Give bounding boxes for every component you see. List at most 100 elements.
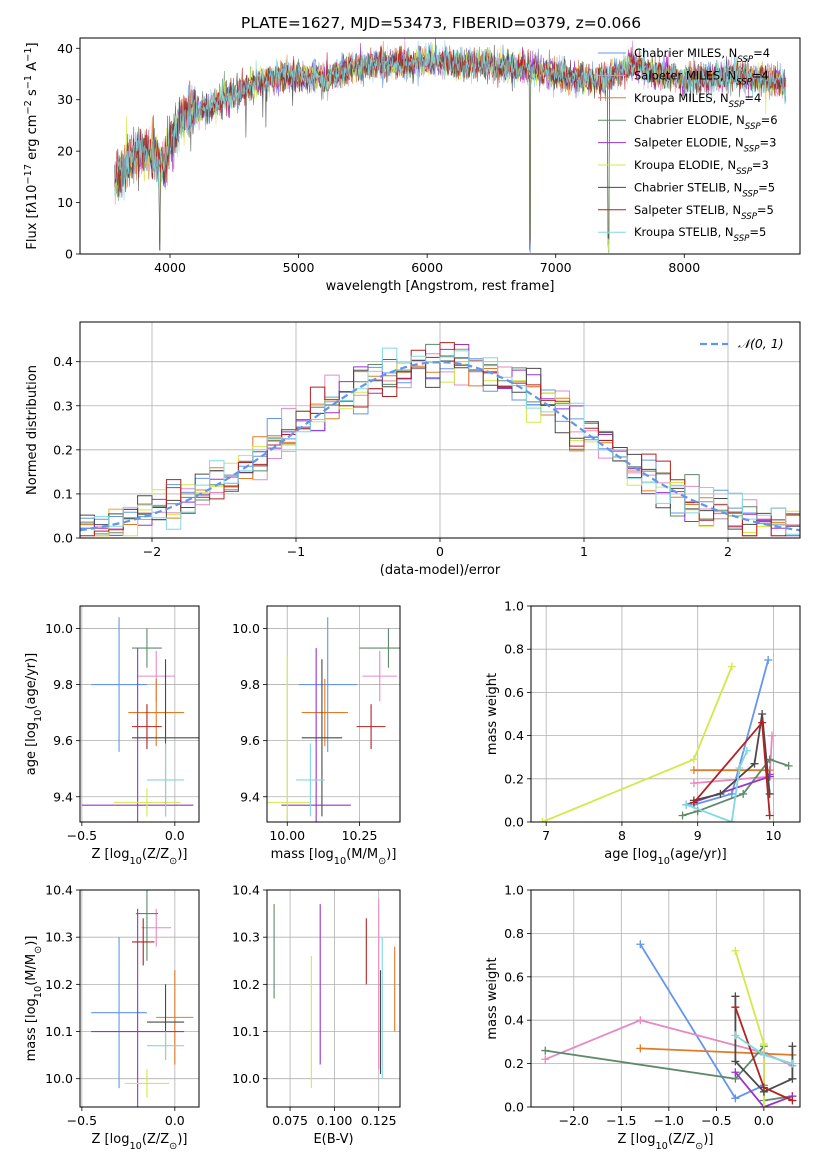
y-tick-label: 10 [57,195,73,210]
legend-entry: Chabrier ELODIE, NSSP=6 [634,113,778,132]
plot-area [114,38,787,254]
x-tick-label: 6000 [411,260,443,275]
axes-frame [79,321,801,539]
y-tick-label: 10.3 [232,930,260,945]
panel-mass_vs_Z: −0.5 0.0 10.0 10.1 10.2 10.3 10.4 Z [log10(Z/Z⊙… [24,883,200,1152]
y-tick-label: 10.0 [232,1071,260,1086]
legend-entry: Kroupa MILES, NSSP=4 [634,91,761,110]
plot-area [273,899,396,1089]
panel-weight_vs_age: 7 8 9 10 0.0 0.2 0.4 0.6 0.8 1.0 age [log10(age/yr… [485,599,801,867]
weight-marker [678,811,687,820]
y-axis-label: Flux [fλ10−17 erg cm−2 s−1 A−1] [23,42,41,249]
y-tick-label: 10.4 [232,883,260,898]
weight-marker [759,1040,768,1049]
legend-entry: Salpeter STELIB, NSSP=5 [634,203,774,222]
axes-frame [530,889,801,1108]
weight-marker [784,761,793,770]
panel-age_vs_Z: −0.5 0.0 9.4 9.6 9.8 10.0 Z [log10(Z/Z⊙)] age [… [24,605,200,867]
legend-entry: Salpeter ELODIE, NSSP=3 [634,136,776,155]
weight-marker [727,789,736,798]
y-tick-label: 9.6 [53,733,73,748]
weight-marker [538,818,547,822]
panel-residuals: −2 −1 0 1 2 0.0 0.1 0.2 0.3 0.4 (data-model)/error… [25,321,801,578]
y-axis-label: mass weight [485,673,500,755]
x-tick-label: 1 [580,544,588,559]
y-axis-label: mass [log10(M/M⊙)] [24,936,44,1062]
weight-marker [750,759,759,768]
x-tick-label: 10 [766,828,782,843]
weight-marker [541,1055,550,1064]
y-tick-label: 0.6 [504,969,524,984]
weight-marker [758,718,767,727]
y-tick-label: 10.2 [232,977,260,992]
weight-marker [788,1074,797,1083]
y-tick-label: 9.8 [53,677,73,692]
y-axis-label: mass weight [485,957,500,1039]
y-tick-label: 30 [57,92,73,107]
y-tick-label: 0.0 [504,815,524,830]
weight-marker [727,818,736,822]
x-axis-label: Z [log10(Z/Z⊙)] [92,1132,188,1152]
plot-area [541,940,797,1107]
weight-line [734,950,765,1107]
weight-marker [727,662,736,671]
x-axis-label: E(B-V) [313,1132,353,1147]
y-tick-label: 9.6 [240,733,260,748]
x-tick-label: 9 [694,828,702,843]
x-tick-label: 0.100 [316,1113,352,1128]
x-tick-label: −1.0 [654,1113,684,1128]
weight-marker [731,1094,740,1103]
panel-age_vs_mass: 10.00 10.25 9.4 9.6 9.8 10.0 mass [log10(M/M⊙)… [232,605,401,867]
weight-marker [689,798,698,807]
gaussian-reference-curve [80,360,800,532]
x-tick-label: 8 [618,828,626,843]
weight-line [640,1047,793,1056]
x-tick-label: −1.5 [606,1113,636,1128]
y-tick-label: 10.0 [45,1071,73,1086]
y-tick-label: 0.4 [53,354,73,369]
weight-marker [636,1016,645,1025]
weight-line [734,1071,793,1107]
axes-frame [79,37,801,255]
plot-area [80,342,800,537]
weight-line [639,943,765,1100]
x-axis-label: wavelength [Angstrom, rest frame] [326,279,555,294]
x-tick-label: −2 [143,544,161,559]
x-tick-label: 10.00 [269,828,305,843]
x-tick-label: 0 [436,544,444,559]
weight-marker [636,940,645,949]
y-tick-label: 0.0 [53,531,73,546]
y-tick-label: 0.3 [53,398,73,413]
x-tick-label: 0.0 [165,828,185,843]
weight-marker [682,800,691,809]
weight-marker [739,789,748,798]
weight-marker [759,1083,768,1092]
x-axis-label: Z [log10(Z/Z⊙)] [618,1132,714,1152]
weight-marker [689,766,698,775]
weight-marker [541,1046,550,1055]
weight-marker [759,1050,768,1059]
legend-entry: Kroupa STELIB, NSSP=5 [634,225,766,244]
plot-area [91,890,194,1107]
x-tick-label: 4000 [154,260,186,275]
histogram-step-6 [80,359,800,530]
y-tick-label: 9.4 [240,789,260,804]
x-tick-label: −0.5 [67,828,97,843]
weight-marker [689,779,698,788]
weight-marker [765,789,774,798]
y-tick-label: 0.0 [504,1100,524,1115]
weight-marker [716,789,725,798]
y-tick-label: 0.4 [504,1013,524,1028]
figure-title: PLATE=1627, MJD=53473, FIBERID=0379, z=0… [241,14,641,32]
x-tick-label: 7 [542,828,550,843]
histogram-step-7 [80,342,800,537]
legend-entry: Chabrier STELIB, NSSP=5 [634,180,775,199]
axes-frame [266,889,401,1108]
x-axis-label: Z [log10(Z/Z⊙)] [92,847,188,867]
weight-marker [788,1059,797,1068]
x-tick-label: −2.0 [559,1113,589,1128]
legend-entry: Chabrier MILES, NSSP=4 [634,46,770,65]
x-tick-label: 7000 [540,260,572,275]
weight-marker [788,1042,797,1051]
